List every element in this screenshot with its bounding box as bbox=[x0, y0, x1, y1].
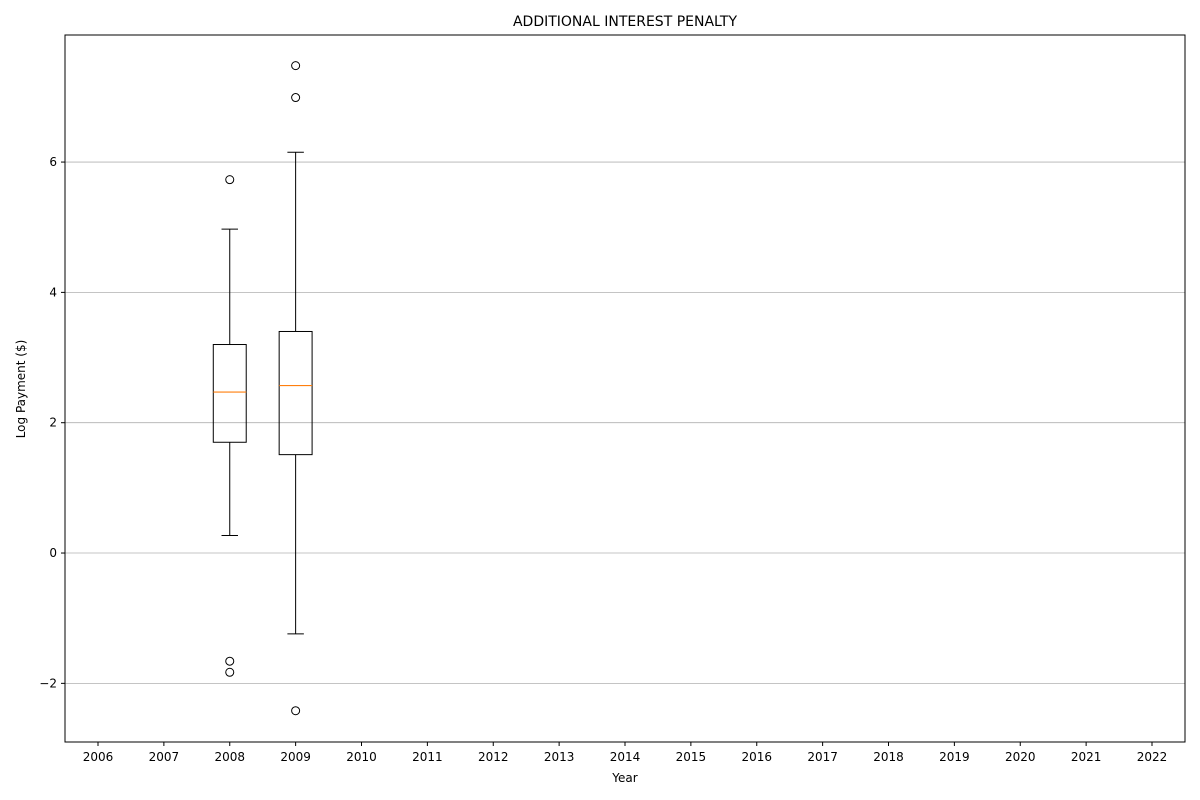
y-tick-label: 6 bbox=[49, 155, 57, 169]
outlier-point bbox=[225, 175, 235, 185]
x-axis-label: Year bbox=[611, 771, 637, 785]
box-iqr bbox=[278, 330, 313, 456]
x-tick-label: 2015 bbox=[676, 750, 707, 764]
x-tick-label: 2007 bbox=[149, 750, 180, 764]
grid-lines bbox=[65, 161, 1185, 684]
x-tick-label: 2009 bbox=[280, 750, 311, 764]
x-tick-label: 2018 bbox=[873, 750, 904, 764]
x-tick-label: 2022 bbox=[1137, 750, 1168, 764]
outlier-point bbox=[291, 93, 301, 103]
y-tick-label: 4 bbox=[49, 285, 57, 299]
x-tick-label: 2010 bbox=[346, 750, 377, 764]
x-tick-label: 2012 bbox=[478, 750, 509, 764]
plot-frame bbox=[64, 34, 1186, 743]
box-iqr bbox=[212, 344, 247, 443]
x-axis-ticks: 2006 2007 2008 2009 2010 2011 2012 2013 2014 2015… bbox=[83, 742, 1168, 764]
x-tick-label: 2011 bbox=[412, 750, 443, 764]
y-axis-label: Log Payment ($) bbox=[14, 340, 28, 439]
x-tick-label: 2017 bbox=[807, 750, 838, 764]
y-axis-ticks: −2 0 2 4 6 bbox=[39, 155, 65, 690]
box-2008 bbox=[212, 175, 247, 677]
x-tick-label: 2008 bbox=[214, 750, 245, 764]
outlier-point bbox=[291, 61, 301, 71]
x-tick-label: 2021 bbox=[1071, 750, 1102, 764]
outlier-point bbox=[225, 667, 235, 677]
x-tick-label: 2006 bbox=[83, 750, 114, 764]
x-tick-label: 2020 bbox=[1005, 750, 1036, 764]
outlier-point bbox=[225, 656, 235, 666]
y-tick-label: 0 bbox=[49, 546, 57, 560]
box-2009 bbox=[278, 61, 313, 716]
outlier-point bbox=[291, 706, 301, 716]
x-tick-label: 2016 bbox=[741, 750, 772, 764]
chart-title: ADDITIONAL INTEREST PENALTY bbox=[513, 14, 737, 30]
x-tick-label: 2014 bbox=[610, 750, 641, 764]
x-tick-label: 2013 bbox=[544, 750, 575, 764]
x-tick-label: 2019 bbox=[939, 750, 970, 764]
y-tick-label: 2 bbox=[49, 416, 57, 430]
box-layer bbox=[212, 61, 313, 716]
y-tick-label: −2 bbox=[39, 676, 57, 690]
